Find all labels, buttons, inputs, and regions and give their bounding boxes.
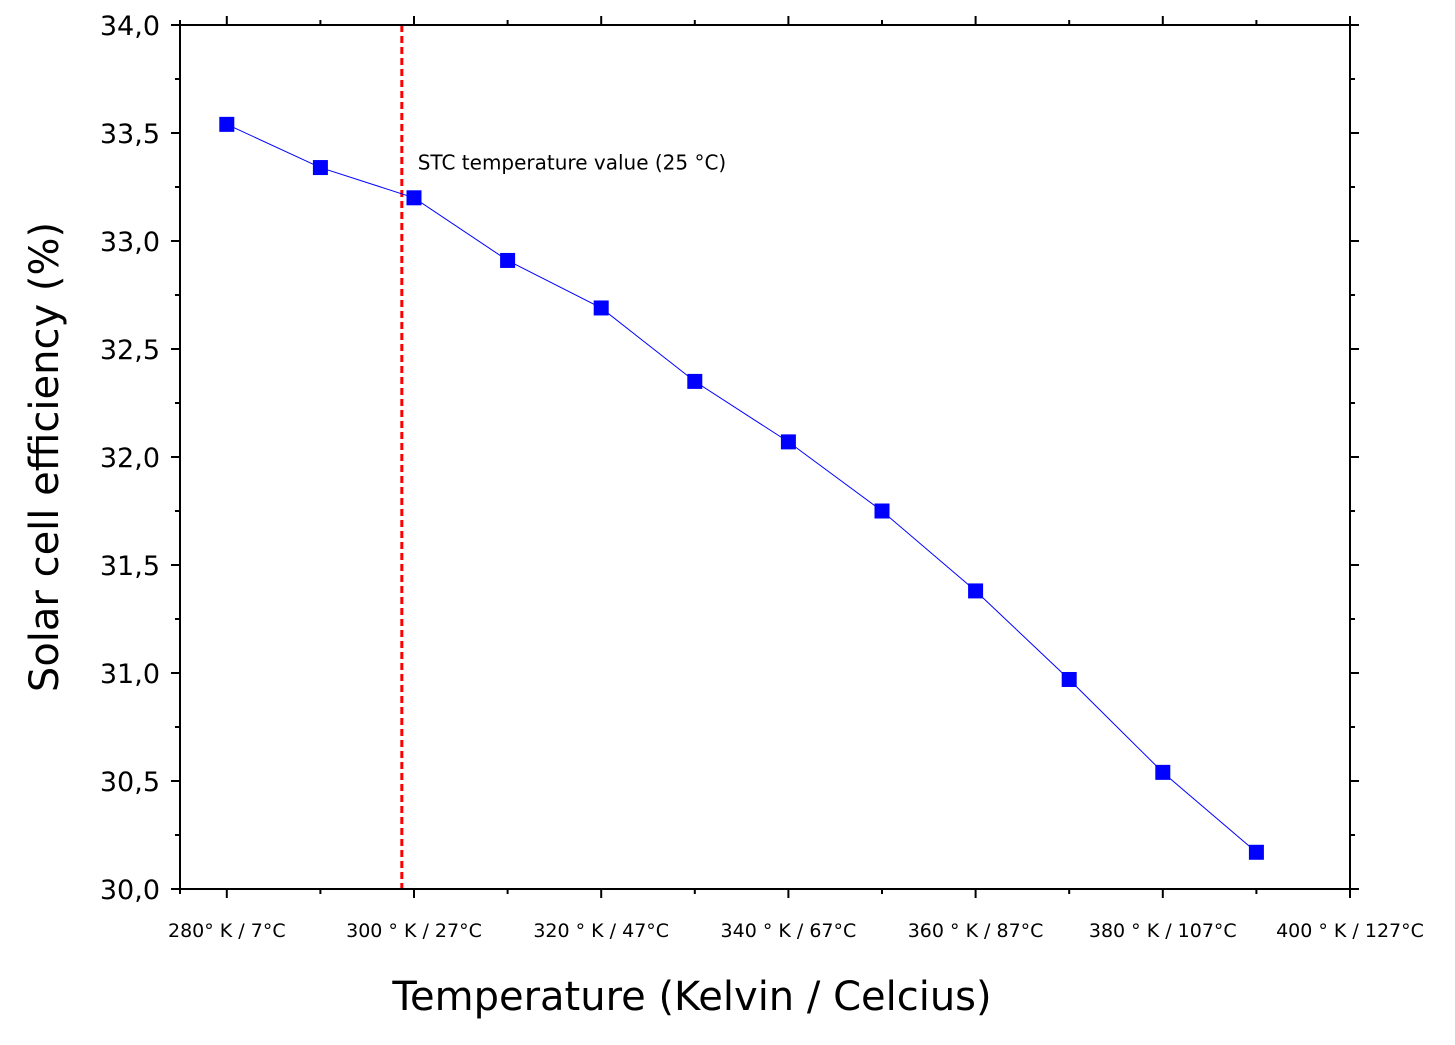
series-line [226, 123, 1257, 853]
y-tick-label: 32,0 [100, 443, 160, 474]
y-tick-label: 34,0 [100, 11, 160, 42]
data-point [968, 583, 984, 599]
data-point [1061, 671, 1077, 687]
y-tick-label: 31,5 [100, 551, 160, 582]
y-tick-label: 33,0 [100, 227, 160, 258]
data-point [593, 300, 609, 316]
x-tick-label: 360 ° K / 87°C [908, 920, 1044, 942]
data-point [406, 190, 422, 206]
data-point [500, 252, 516, 268]
plot-frame [179, 24, 1351, 890]
x-tick-label: 280° K / 7°C [168, 920, 286, 942]
y-axis-label: Solar cell efficiency (%) [22, 222, 68, 692]
data-point [1155, 764, 1171, 780]
data-point [687, 373, 703, 389]
data-point [219, 116, 235, 132]
y-tick-label: 33,5 [100, 119, 160, 150]
y-tick-label: 30,5 [100, 767, 160, 798]
data-point [1248, 844, 1264, 860]
x-tick-label: 380 ° K / 107°C [1089, 920, 1237, 942]
y-tick-label: 30,0 [100, 875, 160, 906]
data-point [780, 434, 796, 450]
data-point [874, 503, 890, 519]
ticks-layer: 30,0 30,5 31,0 31,5 32,0 32,5 33,0 33,5 34,0 280°… [100, 11, 1424, 942]
annotation-stc: STC temperature value (25 °C) [418, 151, 727, 175]
series-layer [219, 116, 1264, 860]
x-tick-label: 320 ° K / 47°C [533, 920, 669, 942]
x-tick-label: 300 ° K / 27°C [346, 920, 482, 942]
x-tick-label: 400 ° K / 127°C [1276, 920, 1424, 942]
x-tick-label: 340 ° K / 67°C [721, 920, 857, 942]
y-tick-label: 32,5 [100, 335, 160, 366]
x-axis-label: Temperature (Kelvin / Celcius) [391, 974, 991, 1020]
data-point [312, 160, 328, 176]
y-tick-label: 31,0 [100, 659, 160, 690]
